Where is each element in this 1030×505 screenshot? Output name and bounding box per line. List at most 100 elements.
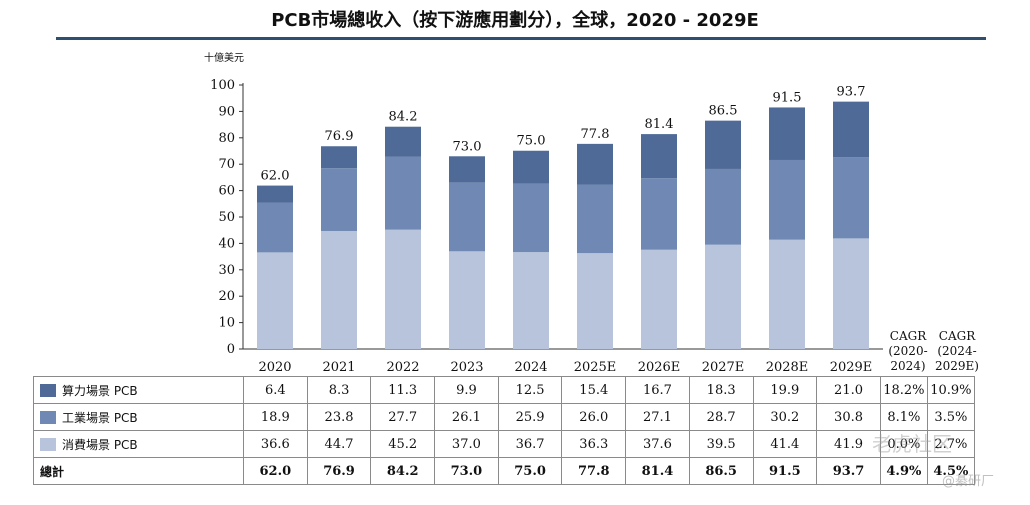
stacked-bar-chart: 0 10 20 30 40 50 60 70 80 90 100 62.0 2020 76.9 2021 84…: [210, 78, 883, 375]
bar-segment: [769, 107, 805, 160]
bar-segment: [769, 239, 805, 349]
bar-segment: [449, 251, 485, 349]
table-cell: 9.9: [434, 376, 499, 404]
table-cell: 81.4: [625, 457, 690, 485]
row-label-text: 算力場景 PCB: [62, 383, 138, 398]
table-cell: 37.6: [625, 430, 690, 458]
y-tick-label: 60: [218, 184, 235, 199]
table-cell: 75.0: [497, 457, 563, 485]
table-row: 消費場景 PCB 36.6 44.7 45.2 37.0 36.7 36.3 37.6 39.5…: [33, 430, 975, 458]
table-total-row: 總計 62.0 76.9 84.2 73.0 75.0 77.8 81.4 86.5 91.5 93…: [33, 457, 975, 485]
legend-swatch: [40, 437, 56, 451]
table-cell: 73.0: [434, 457, 499, 485]
bar-segment: [385, 156, 421, 230]
table-cell: 86.5: [688, 457, 754, 485]
table-cell: 41.4: [752, 430, 818, 458]
table-row: 算力場景 PCB 6.4 8.3 11.3 9.9 12.5 15.4 16.7 18.3 19.…: [33, 376, 975, 404]
row-label: 算力場景 PCB: [33, 376, 244, 404]
total-data-label: 62.0: [261, 169, 290, 184]
bar-segment: [257, 202, 293, 253]
bar-segment: [641, 178, 677, 250]
bar-segment: [705, 120, 741, 169]
total-data-label: 77.8: [581, 127, 610, 142]
total-data-label: 84.2: [389, 110, 418, 125]
table-cell: 84.2: [370, 457, 436, 485]
x-tick-label: 2027E: [702, 360, 745, 375]
bar-segment: [321, 168, 357, 231]
x-tick-label: 2021: [322, 360, 355, 375]
y-tick-label: 100: [210, 78, 235, 93]
y-tick-label: 80: [218, 131, 235, 146]
row-label: 總計: [33, 457, 244, 485]
cagr-cell: 2.7%: [926, 430, 975, 458]
x-tick-label: 2022: [386, 360, 419, 375]
bar-segment: [449, 156, 485, 183]
bar-segment: [577, 253, 613, 349]
row-label-text: 總計: [40, 464, 65, 479]
table-cell: 30.8: [816, 403, 881, 431]
bar-segment: [641, 249, 677, 349]
data-table: 算力場景 PCB 6.4 8.3 11.3 9.9 12.5 15.4 16.7 18.3 19.…: [33, 376, 975, 485]
y-tick-label: 30: [218, 263, 235, 278]
table-cell: 6.4: [243, 376, 308, 404]
table-cell: 27.7: [370, 403, 436, 431]
bar-segment: [513, 150, 549, 184]
total-data-label: 81.4: [645, 117, 674, 132]
y-tick-label: 40: [218, 236, 235, 251]
cagr-cell: 18.2%: [879, 376, 928, 404]
bar-segment: [257, 185, 293, 203]
table-cell: 91.5: [752, 457, 818, 485]
bar-segment: [513, 183, 549, 253]
bar-segment: [705, 244, 741, 349]
y-tick-label: 90: [218, 104, 235, 119]
chart-title: PCB市場總收入（按下游應用劃分），全球，2020 - 2029E: [271, 10, 759, 31]
y-tick-label: 20: [218, 289, 235, 304]
table-cell: 21.0: [816, 376, 881, 404]
table-cell: 37.0: [434, 430, 499, 458]
bar-segment: [321, 230, 357, 349]
table-cell: 45.2: [370, 430, 436, 458]
x-tick-label: 2023: [450, 360, 483, 375]
table-cell: 27.1: [625, 403, 690, 431]
table-cell: 28.7: [688, 403, 754, 431]
legend-swatch: [40, 410, 56, 424]
cagr-cell: 4.5%: [926, 457, 975, 485]
row-label: 工業場景 PCB: [33, 403, 244, 431]
x-tick-label: 2029E: [830, 360, 873, 375]
table-cell: 15.4: [561, 376, 627, 404]
title-rule: [56, 37, 986, 40]
watermark: 老虎社区: [872, 432, 952, 456]
table-cell: 62.0: [243, 457, 308, 485]
total-data-label: 75.0: [517, 134, 546, 149]
bar-segment: [321, 146, 357, 169]
y-tick-label: 50: [218, 210, 235, 225]
table-cell: 16.7: [625, 376, 690, 404]
x-tick-label: 2028E: [766, 360, 809, 375]
total-data-label: 76.9: [325, 129, 354, 144]
row-label-text: 消費場景 PCB: [62, 437, 138, 452]
bar-segment: [385, 229, 421, 349]
bar-segment: [449, 182, 485, 252]
y-tick-label: 70: [218, 157, 235, 172]
bar-segment: [577, 184, 613, 254]
cagr-cell: 8.1%: [879, 403, 928, 431]
watermark-handle: @綦研厂: [942, 474, 995, 489]
bar-segment: [385, 126, 421, 157]
cagr-cell: 10.9%: [926, 376, 975, 404]
table-cell: 19.9: [752, 376, 818, 404]
table-cell: 93.7: [816, 457, 881, 485]
table-cell: 26.0: [561, 403, 627, 431]
cagr-header-1: CAGR (2020- 2024): [888, 329, 928, 373]
bar-segment: [641, 134, 677, 179]
y-tick-label: 0: [227, 342, 235, 357]
cagr-header-2: CAGR (2024- 2029E): [935, 329, 979, 373]
table-cell: 44.7: [306, 430, 372, 458]
total-data-label: 91.5: [773, 90, 802, 105]
cagr-cell: 3.5%: [926, 403, 975, 431]
x-tick-label: 2020: [258, 360, 291, 375]
x-tick-label: 2024: [514, 360, 547, 375]
table-cell: 36.6: [243, 430, 308, 458]
table-cell: 11.3: [370, 376, 436, 404]
table-cell: 18.9: [243, 403, 308, 431]
x-tick-label: 2025E: [574, 360, 617, 375]
